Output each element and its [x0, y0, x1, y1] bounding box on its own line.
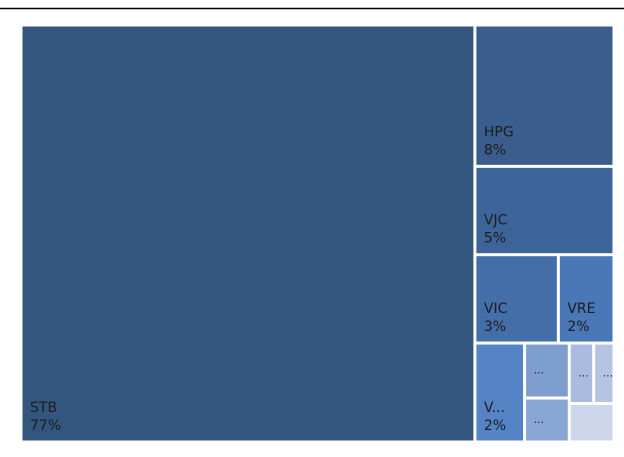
tile [559, 256, 613, 342]
tile [22, 26, 474, 441]
tile [526, 399, 568, 441]
tile-label: ... [534, 364, 545, 377]
tile [476, 167, 613, 254]
tile-value-label: 77% [30, 418, 61, 434]
tile [476, 344, 524, 441]
tile-label: ... [578, 366, 589, 379]
tile-value-label: 8% [484, 142, 506, 158]
tile [476, 26, 613, 165]
tile [570, 344, 593, 403]
tile-value-label: 2% [567, 319, 589, 335]
tile-label: VIC [484, 301, 508, 317]
tile-label: VJC [484, 213, 508, 229]
tile-value-label: 2% [484, 418, 506, 434]
tile [526, 344, 568, 397]
tile-label: HPG [484, 124, 514, 140]
tile-label: STB [30, 400, 57, 416]
tile [476, 256, 557, 342]
tile [570, 405, 613, 441]
tile-label: VRE [567, 301, 595, 317]
tile-label: ... [534, 413, 545, 426]
tile-value-label: 3% [484, 319, 506, 335]
tile-value-label: 5% [484, 231, 506, 247]
tile-label: V... [484, 400, 505, 416]
tile-label: ... [603, 366, 614, 379]
tile [595, 344, 613, 403]
